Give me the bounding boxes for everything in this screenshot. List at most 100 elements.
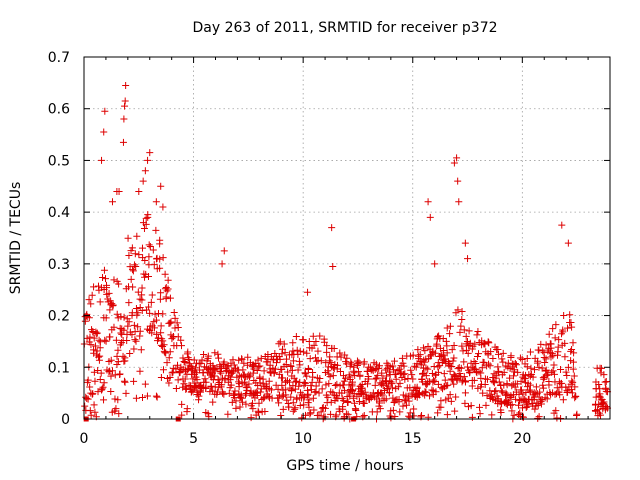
data-point <box>267 386 275 394</box>
data-point <box>550 361 558 369</box>
data-point <box>255 409 263 417</box>
data-point <box>571 394 579 402</box>
data-point <box>564 239 572 247</box>
data-point <box>556 391 564 399</box>
data-point <box>603 403 611 411</box>
data-point <box>262 380 270 388</box>
data-point <box>390 357 398 365</box>
data-point <box>371 365 379 373</box>
data-point <box>434 409 442 417</box>
data-point <box>510 372 518 380</box>
data-point <box>364 367 372 375</box>
data-point <box>522 371 530 379</box>
data-point <box>389 362 397 370</box>
data-point <box>413 384 421 392</box>
data-point <box>554 351 562 359</box>
data-point <box>387 378 395 386</box>
data-point <box>144 213 152 221</box>
data-point <box>542 366 550 374</box>
data-point <box>172 384 180 392</box>
data-point <box>461 399 469 407</box>
data-point <box>506 401 514 409</box>
data-point <box>536 388 544 396</box>
data-point <box>138 244 146 252</box>
data-point <box>152 226 160 234</box>
data-point <box>101 107 109 115</box>
data-point <box>281 349 289 357</box>
data-point <box>200 351 208 359</box>
data-point <box>316 374 324 382</box>
data-point <box>136 295 144 303</box>
data-point <box>132 305 140 313</box>
data-point <box>457 322 465 330</box>
data-point <box>431 377 439 385</box>
data-point <box>405 397 413 405</box>
data-point <box>336 349 344 357</box>
data-point <box>139 177 147 185</box>
data-point <box>361 388 369 396</box>
data-point <box>458 307 466 315</box>
data-point <box>502 389 510 397</box>
data-point <box>94 388 102 396</box>
data-point <box>283 396 291 404</box>
data-point <box>159 203 167 211</box>
data-point <box>236 403 244 411</box>
data-point <box>475 350 483 358</box>
data-point <box>195 392 203 400</box>
data-point <box>568 377 576 385</box>
data-point <box>244 353 252 361</box>
data-point <box>489 354 497 362</box>
data-point <box>136 327 144 335</box>
data-point <box>561 353 569 361</box>
data-point <box>344 398 352 406</box>
data-point <box>165 354 173 362</box>
data-point <box>454 306 462 314</box>
data-point <box>178 411 186 419</box>
data-point <box>495 350 503 358</box>
data-point <box>139 393 147 401</box>
data-point <box>349 378 357 386</box>
data-point <box>532 383 540 391</box>
data-point <box>89 390 97 398</box>
data-point <box>304 390 312 398</box>
data-point <box>499 349 507 357</box>
data-point <box>198 356 206 364</box>
data-point <box>120 115 128 123</box>
data-point <box>404 374 412 382</box>
data-point <box>253 389 261 397</box>
y-tick-label: 0.2 <box>48 309 70 325</box>
data-point <box>464 349 472 357</box>
data-point <box>531 405 539 413</box>
data-point <box>552 407 560 415</box>
data-point <box>126 350 134 358</box>
data-point <box>333 361 341 369</box>
data-point <box>153 393 161 401</box>
data-point <box>86 383 94 391</box>
data-point <box>498 355 506 363</box>
data-point <box>88 291 96 299</box>
data-point <box>602 378 610 386</box>
data-point <box>152 392 160 400</box>
data-point <box>131 261 139 269</box>
data-point <box>324 367 332 375</box>
data-point <box>544 370 552 378</box>
data-point <box>309 332 317 340</box>
data-point <box>115 187 123 195</box>
data-point <box>289 357 297 365</box>
data-point <box>478 364 486 372</box>
data-point <box>474 327 482 335</box>
data-point <box>421 358 429 366</box>
data-point <box>562 368 570 376</box>
data-point <box>296 361 304 369</box>
data-point <box>371 381 379 389</box>
data-point <box>199 369 207 377</box>
data-point <box>140 224 148 232</box>
data-point <box>96 375 104 383</box>
data-point <box>227 381 235 389</box>
data-point <box>85 296 93 304</box>
data-point <box>157 322 165 330</box>
data-point <box>450 159 458 167</box>
chart-title: Day 263 of 2011, SRMTID for receiver p37… <box>192 20 497 36</box>
data-point <box>106 333 114 341</box>
data-point <box>542 355 550 363</box>
